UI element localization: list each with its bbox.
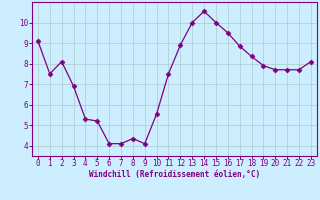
X-axis label: Windchill (Refroidissement éolien,°C): Windchill (Refroidissement éolien,°C) (89, 170, 260, 179)
